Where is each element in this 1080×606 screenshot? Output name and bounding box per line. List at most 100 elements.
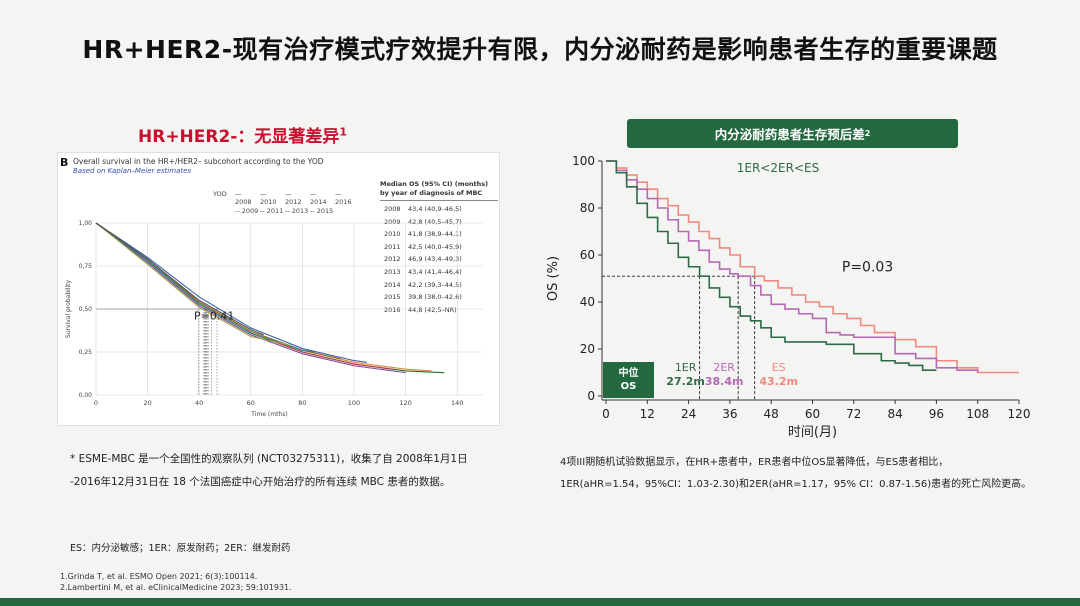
- bottom-bar: [0, 598, 1080, 606]
- yod-legend-label: YOD: [213, 190, 227, 198]
- right-series-ES: [606, 160, 1019, 374]
- table-header-line1: Median OS (95% CI) (months): [380, 180, 489, 188]
- left-x-tick: 140: [451, 399, 463, 407]
- esme-note: * ESME-MBC 是一个全国性的观察队列 (NCT03275311)，收集了…: [70, 448, 510, 494]
- right-x-tick: 24: [681, 407, 696, 421]
- median-table-year: 2012: [384, 255, 401, 264]
- right-y-tick: 0: [587, 389, 595, 403]
- right-label-ES: ES: [772, 361, 786, 374]
- left-x-label: Time (mths): [250, 411, 287, 418]
- right-y-tick: 80: [580, 201, 595, 215]
- median-table-value: 46,9 (43,4–49,3): [408, 255, 462, 264]
- median-table-row: 2008 43,4 (40,9–46,5): [380, 203, 498, 216]
- right-label-1ER: 1ER: [675, 361, 697, 374]
- left-series-2009: [95, 222, 432, 372]
- left-series-2015: [95, 222, 290, 346]
- left-chart-title: Overall survival in the HR+/HER2– subcoh…: [73, 157, 324, 166]
- left-x-tick: 100: [348, 399, 360, 407]
- right-y-label: OS (%): [546, 256, 561, 301]
- median-table-value: 42,8 (40,5–45,7): [408, 217, 462, 226]
- esme-note-line1: * ESME-MBC 是一个全国性的观察队列 (NCT03275311)，收集了…: [70, 453, 468, 465]
- right-median-label-2ER: 38.4m: [705, 375, 744, 388]
- left-chart-subtitle: Based on Kaplan–Meier estimates: [73, 167, 192, 175]
- median-table-row: 2012 46,9 (43,4–49,3): [380, 253, 498, 266]
- yod-legend-item: — 2010: [260, 190, 277, 206]
- median-table-year: 2014: [384, 280, 401, 289]
- right-series-2ER: [606, 160, 979, 373]
- right-x-tick: 108: [966, 407, 989, 421]
- median-table-year: 2010: [384, 230, 401, 239]
- left-y-tick: 0,25: [79, 349, 93, 356]
- right-p-value: P=0.03: [842, 259, 893, 275]
- median-table-value: 43,4 (40,9–46,5): [408, 205, 462, 213]
- reference-1: 1.Grinda T, et al. ESMO Open 2021; 6(3):…: [60, 572, 258, 581]
- median-table-row: 2011 42,5 (40,0–45,9): [380, 241, 498, 254]
- yod-legend-item: — 2016: [335, 190, 352, 206]
- median-table-value: 41,8 (38,9–44,1): [408, 230, 462, 239]
- right-y-tick: 100: [572, 154, 595, 168]
- median-table-row: 2009 42,8 (40,5–45,7): [380, 216, 498, 229]
- slide-title: HR+HER2-现有治疗模式疗效提升有限，内分泌耐药是影响患者生存的重要课题: [82, 35, 998, 64]
- left-y-label: Survival probability: [65, 280, 72, 339]
- median-table-year: 2016: [384, 305, 401, 314]
- right-x-tick: 12: [640, 407, 655, 421]
- median-table-row: 2013 43,4 (41,4–46,4): [380, 266, 498, 279]
- left-x-tick: 60: [247, 399, 255, 407]
- right-note: 4项III期随机试验数据显示，在HR+患者中，ER患者中位OS显著降低，与ES患…: [560, 452, 1060, 496]
- right-x-tick: 36: [722, 407, 737, 421]
- right-x-tick: 48: [764, 407, 779, 421]
- left-series-2011: [95, 222, 393, 370]
- right-y-tick: 20: [580, 342, 595, 356]
- yod-legend-item: — 2012: [285, 190, 302, 206]
- right-note-line1: 4项III期随机试验数据显示，在HR+患者中，ER患者中位OS显著降低，与ES患…: [560, 457, 949, 468]
- left-x-tick: 0: [94, 399, 98, 407]
- right-note-line2: 1ER(aHR=1.54，95%CI：1.03-2.30)和2ER(aHR=1.…: [560, 479, 1032, 490]
- right-y-tick: 40: [580, 295, 595, 309]
- right-label-2ER: 2ER: [713, 361, 735, 374]
- right-median-label-ES: 43.2m: [759, 375, 798, 388]
- right-y-tick: 60: [580, 248, 595, 262]
- median-table-value: 43,4 (41,4–46,4): [408, 267, 462, 276]
- yod-legend-item: — 2014: [310, 190, 327, 206]
- reference-2: 2.Lambertini M, et al. eClinicalMedicine…: [60, 583, 292, 592]
- left-series-2016: [95, 222, 264, 336]
- right-x-tick: 72: [846, 407, 861, 421]
- median-table-year: 2008: [384, 205, 401, 213]
- right-x-tick: 120: [1008, 407, 1031, 421]
- median-table-value: 42,5 (40,0–45,9): [408, 242, 462, 251]
- right-order-label: 1ER<2ER<ES: [737, 161, 819, 175]
- left-p-value: P=0.41: [194, 309, 234, 322]
- left-x-tick: 120: [399, 399, 411, 407]
- table-header-line2: by year of diagnosis of MBC: [380, 189, 483, 197]
- median-table-value: 39,8 (38,0–42,6): [408, 293, 462, 302]
- left-x-tick: 20: [143, 399, 151, 407]
- median-table-year: 2009: [384, 217, 401, 226]
- right-series-1ER: [606, 160, 937, 371]
- left-km-chart: 0 20 40 60 80 100 120 140 0,00 0,25 0,50 0,75 1,00 Ti…: [65, 220, 483, 418]
- left-y-tick: 0,00: [79, 392, 93, 399]
- left-series-2013: [95, 222, 342, 360]
- median-table-row: 2010 41,8 (38,9–44,1): [380, 228, 498, 241]
- yod-legend-item: -- 2009: [235, 207, 259, 215]
- right-x-tick: 84: [887, 407, 902, 421]
- left-series-2012: [95, 222, 367, 363]
- right-km-chart: 0 20 40 60 80 100 0 12 24 36 48 60 72 84 96 108 120 时间(月)…: [546, 154, 1031, 440]
- references: 1.Grinda T, et al. ESMO Open 2021; 6(3):…: [60, 571, 292, 593]
- right-x-tick: 96: [929, 407, 944, 421]
- yod-legend-item: -- 2011: [260, 207, 284, 215]
- left-x-tick: 80: [298, 399, 306, 407]
- yod-legend-item: -- 2015: [310, 207, 334, 215]
- median-box-line1: 中位: [618, 368, 639, 379]
- median-table-row: 2016 44,8 (42,5–NR): [380, 304, 498, 317]
- median-table-value: 42,2 (39,3–44,5): [408, 280, 462, 289]
- yod-legend-item: — 2008: [235, 190, 252, 206]
- esme-note-line2: -2016年12月31日在 18 个法国癌症中心开始治疗的所有连续 MBC 患者…: [70, 476, 451, 488]
- right-median-label-1ER: 27.2m: [666, 375, 705, 388]
- right-x-tick: 60: [805, 407, 820, 421]
- median-table-year: 2013: [384, 267, 401, 276]
- left-series-2008: [95, 222, 445, 374]
- median-table-year: 2011: [384, 242, 401, 251]
- median-table-row: 2015 39,8 (38,0–42,6): [380, 291, 498, 304]
- left-x-tick: 40: [195, 399, 203, 407]
- median-table-year: 2015: [384, 293, 401, 302]
